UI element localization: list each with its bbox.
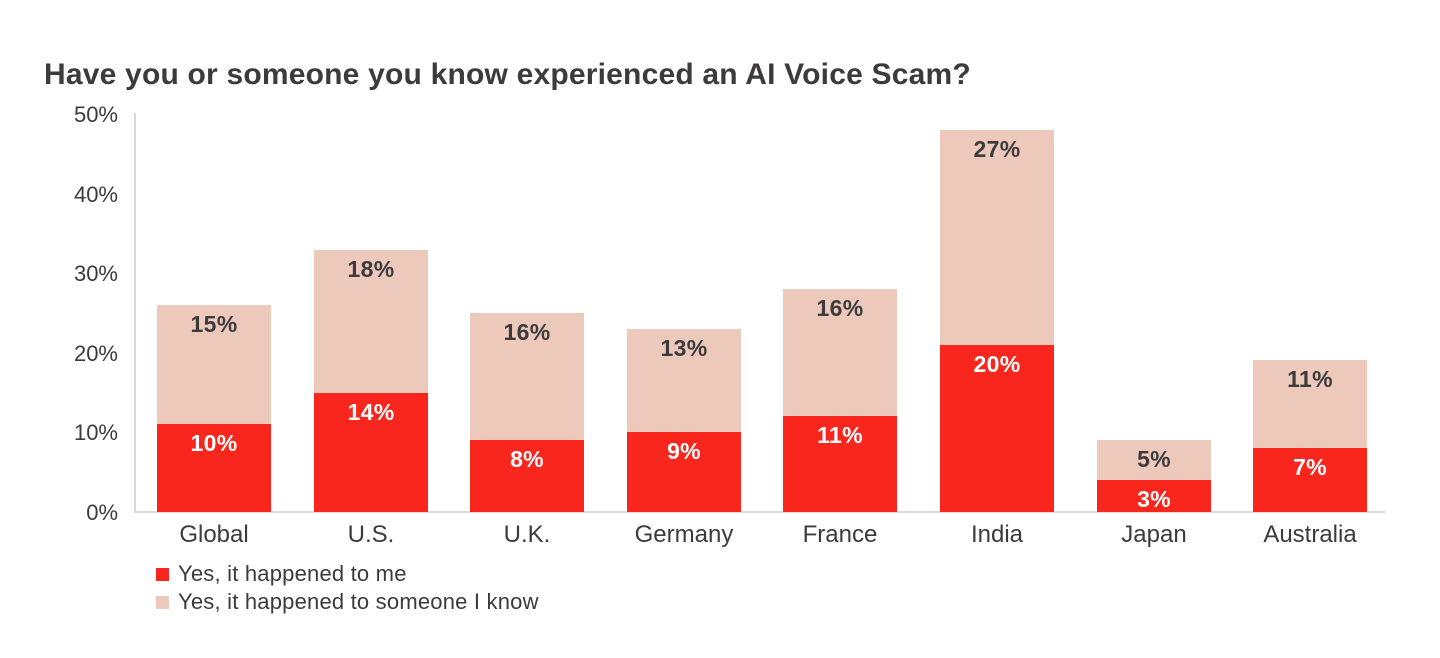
bar-segment-know-japan: 5% — [1097, 440, 1211, 480]
bar-japan: 5% 3% — [1097, 440, 1211, 512]
y-axis-line — [134, 113, 136, 513]
bar-france: 16% 11% — [783, 289, 897, 512]
value-label-me-uk: 8% — [510, 446, 544, 472]
bar-segment-me-uk: 8% — [470, 440, 584, 512]
x-axis-line — [134, 511, 1385, 513]
value-label-know-germany: 13% — [660, 335, 708, 361]
y-tick-40: 40% — [73, 182, 118, 207]
x-label-us: U.S. — [347, 521, 395, 548]
value-label-know-japan: 5% — [1137, 446, 1171, 472]
value-label-know-australia: 11% — [1287, 366, 1333, 392]
value-label-me-india: 20% — [973, 351, 1021, 377]
bar-segment-me-global: 10% — [157, 424, 271, 512]
bar-segment-know-france: 16% — [783, 289, 897, 416]
value-label-know-global: 15% — [190, 311, 238, 337]
value-label-know-us: 18% — [347, 256, 395, 282]
bar-segment-me-us: 14% — [314, 393, 428, 512]
y-tick-50: 50% — [73, 102, 118, 127]
value-label-me-global: 10% — [190, 430, 238, 456]
y-tick-10: 10% — [73, 420, 118, 445]
x-label-germany: Germany — [634, 521, 734, 548]
value-label-me-japan: 3% — [1137, 486, 1171, 512]
x-label-japan: Japan — [1121, 521, 1187, 548]
y-tick-30: 30% — [73, 261, 118, 286]
bar-segment-know-us: 18% — [314, 250, 428, 393]
bar-uk: 16% 8% — [470, 313, 584, 512]
x-label-global: Global — [179, 521, 249, 548]
bar-segment-me-japan: 3% — [1097, 480, 1211, 512]
bar-segment-me-india: 20% — [940, 345, 1054, 512]
bar-segment-know-australia: 11% — [1253, 360, 1367, 448]
bar-segment-know-india: 27% — [940, 130, 1054, 345]
chart-title: Have you or someone you know experienced… — [44, 58, 971, 91]
y-tick-0: 0% — [86, 500, 118, 525]
legend-swatch-know — [156, 595, 169, 609]
x-label-australia: Australia — [1263, 521, 1357, 548]
bar-segment-me-germany: 9% — [627, 432, 741, 512]
bar-india: 27% 20% — [940, 130, 1054, 512]
value-label-me-us: 14% — [347, 399, 395, 425]
bar-segment-know-global: 15% — [157, 305, 271, 424]
bar-global: 15% 10% — [157, 305, 271, 512]
legend-item-me: Yes, it happened to me — [156, 560, 539, 588]
bar-segment-know-germany: 13% — [627, 329, 741, 432]
bar-segment-me-australia: 7% — [1253, 448, 1367, 512]
x-label-uk: U.K. — [503, 521, 551, 548]
value-label-me-germany: 9% — [667, 438, 701, 464]
legend: Yes, it happened to me Yes, it happened … — [156, 560, 539, 616]
legend-item-know: Yes, it happened to someone I know — [156, 588, 539, 616]
legend-label-me: Yes, it happened to me — [178, 561, 407, 586]
bar-segment-me-france: 11% — [783, 416, 897, 512]
bar-germany: 13% 9% — [627, 329, 741, 512]
bar-australia: 11% 7% — [1253, 360, 1367, 512]
value-label-know-uk: 16% — [503, 319, 551, 345]
value-label-know-india: 27% — [973, 136, 1021, 162]
x-label-india: India — [970, 521, 1024, 548]
value-label-know-france: 16% — [816, 295, 864, 321]
legend-swatch-me — [156, 567, 169, 581]
bar-us: 18% 14% — [314, 250, 428, 512]
x-label-france: France — [802, 521, 878, 548]
y-tick-20: 20% — [73, 341, 118, 366]
legend-label-know: Yes, it happened to someone I know — [178, 589, 539, 614]
value-label-me-australia: 7% — [1293, 454, 1327, 480]
value-label-me-france: 11% — [817, 422, 863, 448]
bar-segment-know-uk: 16% — [470, 313, 584, 440]
